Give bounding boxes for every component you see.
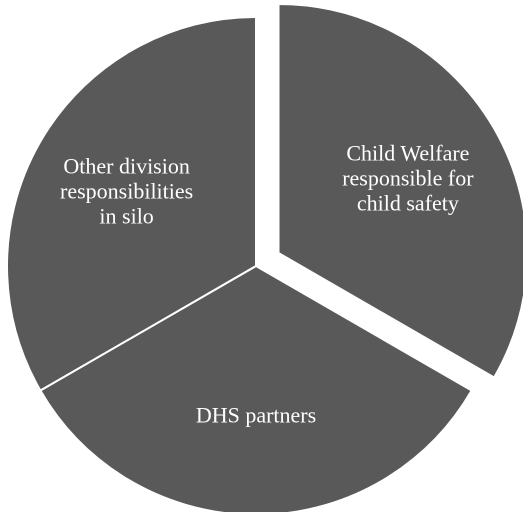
pie-slice-label-1: Child Welfare responsible for child safety	[342, 140, 474, 215]
pie-slice-label-line: Child Welfare	[346, 140, 469, 165]
pie-slice-label-2: DHS partners	[196, 402, 316, 427]
pie-slice-label-line: responsibilities	[60, 178, 193, 203]
pie-slice-1	[277, 2, 523, 379]
pie-slice-label-line: in silo	[99, 203, 153, 228]
pie-slice-label-line: child safety	[357, 190, 459, 215]
pie-slice-2	[38, 264, 474, 512]
pie-slice-label-line: Other division	[63, 153, 190, 178]
pie-slice-3	[6, 15, 257, 392]
pie-slice-label-line: responsible for	[342, 165, 474, 190]
pie-slice-label-line: DHS partners	[196, 402, 316, 427]
pie-slice-label-3: Other division responsibilities in silo	[60, 153, 193, 228]
